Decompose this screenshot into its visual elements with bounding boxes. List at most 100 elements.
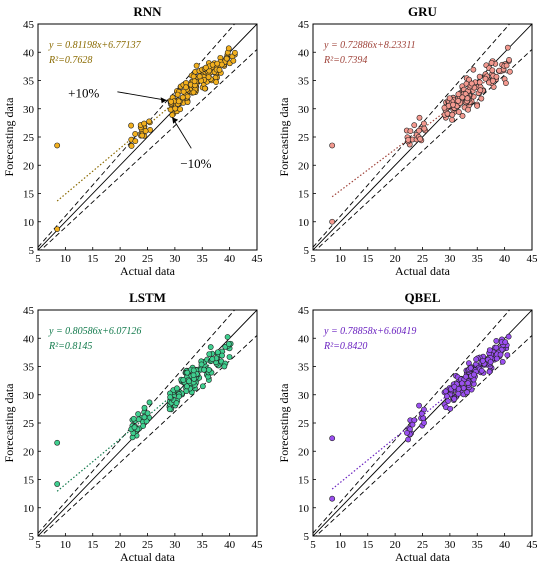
- y-axis-label: Forecasting data: [277, 383, 291, 463]
- minus-10-percent-line: [40, 335, 257, 536]
- data-point: [166, 406, 173, 413]
- data-point: [214, 349, 221, 356]
- data-point: [455, 390, 462, 397]
- data-point: [416, 114, 423, 121]
- data-point: [407, 128, 414, 134]
- x-tick-label: 35: [197, 253, 209, 265]
- chart-svg: QBEL 5 10 15 20 25 30 35 40 45 5 10 15 20 25 30 35 40 45 Ac…: [277, 290, 538, 564]
- regression-equation: y = 0.78858x+6.60419: [323, 326, 416, 337]
- chart-title: GRU: [408, 4, 438, 19]
- data-point: [467, 365, 474, 371]
- data-point: [451, 383, 458, 390]
- data-point: [174, 91, 181, 98]
- data-point: [183, 383, 190, 390]
- data-point: [193, 62, 200, 69]
- y-tick-label: 30: [23, 390, 35, 402]
- x-tick-label: 10: [335, 539, 347, 551]
- data-point: [478, 95, 485, 102]
- data-point: [411, 417, 418, 424]
- rnn-chart-panel: RNN 5 10 15 20 25 30 35 40 45 5 10 15 20 25 30 35 40 45 Act…: [0, 0, 275, 285]
- y-tick-label: 40: [23, 333, 35, 345]
- x-tick-label: 40: [499, 539, 511, 551]
- data-point: [506, 68, 513, 75]
- data-point: [205, 74, 212, 81]
- data-point: [329, 218, 336, 225]
- data-point: [183, 84, 189, 91]
- data-point: [191, 78, 198, 85]
- chart-title: RNN: [133, 4, 162, 19]
- data-point: [486, 368, 493, 375]
- data-point: [464, 95, 471, 102]
- data-point: [493, 73, 500, 80]
- lstm-chart-panel: LSTM 5 10 15 20 25 30 35 40 45 5 10 15 20 25 30 35 40 45 Ac…: [0, 286, 275, 571]
- data-point: [184, 93, 191, 100]
- data-point: [499, 358, 506, 365]
- y-tick-label: 5: [29, 531, 35, 543]
- x-tick-label: 5: [310, 253, 316, 265]
- data-point: [198, 361, 205, 368]
- data-point: [504, 352, 511, 359]
- data-point: [216, 66, 223, 73]
- data-point: [329, 142, 336, 149]
- data-point: [54, 226, 61, 232]
- y-tick-label: 40: [298, 333, 310, 345]
- data-point: [132, 138, 139, 145]
- data-point: [202, 64, 209, 71]
- data-point: [496, 67, 503, 74]
- x-tick-label: 20: [115, 539, 127, 551]
- y-tick-label: 25: [23, 418, 35, 430]
- data-point: [128, 143, 135, 149]
- data-point: [230, 57, 237, 64]
- data-point: [146, 399, 153, 406]
- data-point: [444, 393, 450, 400]
- regression-equation: y = 0.80586x+6.07126: [48, 326, 141, 337]
- data-point: [451, 395, 458, 402]
- data-point: [186, 378, 192, 385]
- data-point: [169, 112, 176, 119]
- data-point: [421, 419, 427, 426]
- plot-area: [313, 24, 532, 250]
- data-point: [329, 435, 336, 442]
- data-point: [219, 352, 225, 359]
- x-tick-label: 45: [252, 253, 264, 265]
- data-point: [476, 73, 483, 80]
- data-point: [477, 87, 484, 94]
- y-tick-label: 45: [298, 305, 310, 317]
- data-point: [479, 357, 486, 364]
- data-point: [421, 120, 427, 127]
- data-point: [173, 400, 180, 406]
- x-axis-label: Actual data: [120, 550, 176, 564]
- data-point: [131, 424, 138, 431]
- y-tick-label: 20: [23, 160, 35, 172]
- data-point: [205, 366, 212, 373]
- y-tick-label: 25: [298, 132, 310, 144]
- y-tick-label: 15: [23, 189, 35, 201]
- data-point: [190, 372, 197, 379]
- qbel-chart-panel: QBEL 5 10 15 20 25 30 35 40 45 5 10 15 20 25 30 35 40 45 Ac…: [275, 286, 550, 571]
- data-point: [225, 45, 232, 52]
- data-point: [459, 94, 466, 101]
- data-point: [489, 67, 496, 74]
- chart-svg: RNN 5 10 15 20 25 30 35 40 45 5 10 15 20 25 30 35 40 45 Act…: [2, 4, 264, 278]
- minus-10-percent-line: [315, 49, 532, 250]
- chart-svg: LSTM 5 10 15 20 25 30 35 40 45 5 10 15 20 25 30 35 40 45 Ac…: [2, 290, 263, 564]
- y-tick-label: 35: [23, 362, 35, 374]
- x-tick-label: 15: [362, 539, 374, 551]
- data-point: [177, 106, 184, 113]
- x-tick-label: 25: [142, 539, 154, 551]
- plus-10-percent-line: [38, 310, 236, 534]
- y-tick-label: 20: [298, 160, 310, 172]
- y-tick-label: 30: [23, 104, 35, 116]
- data-point: [416, 127, 422, 134]
- data-point: [141, 404, 148, 411]
- data-point: [464, 389, 470, 396]
- data-point: [465, 106, 471, 113]
- y-tick-label: 40: [298, 47, 310, 59]
- data-point: [462, 373, 469, 380]
- x-tick-label: 45: [527, 253, 539, 265]
- data-point: [407, 426, 413, 433]
- data-point: [202, 85, 208, 92]
- data-point: [226, 354, 233, 360]
- data-point: [506, 57, 512, 63]
- data-point: [206, 351, 213, 357]
